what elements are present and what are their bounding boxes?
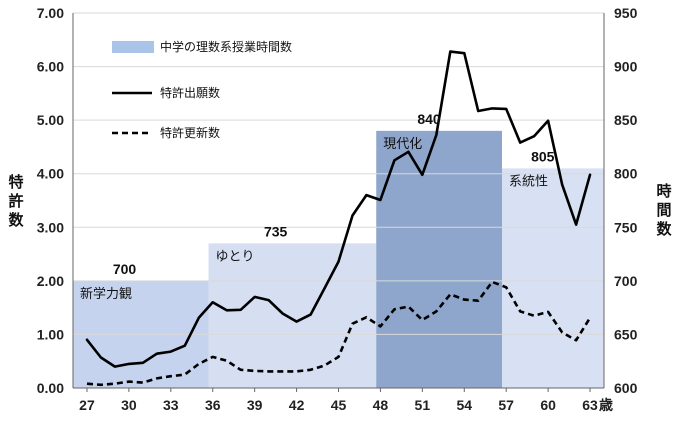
y-left-tick-0: 0.00: [37, 380, 64, 396]
y-right-tick-labels: 600 650 700 750 800 850 900 950: [614, 5, 638, 396]
y-right-tick-5: 850: [614, 112, 638, 128]
x-tick-6: 45: [331, 397, 347, 413]
axis-titles: 特許数 時間数: [8, 173, 672, 238]
y-left-tick-2: 2.00: [37, 273, 64, 289]
x-tick-3: 36: [205, 397, 221, 413]
series-line-1: [86, 280, 592, 387]
y-left-tick-5: 5.00: [37, 112, 64, 128]
y-left-tick-4: 4.00: [37, 166, 64, 182]
band-labels: 700 新学力観 735 ゆとり 840 現代化 805 系統性: [80, 111, 555, 302]
x-tick-2: 33: [163, 397, 179, 413]
band-value-3: 805: [531, 148, 555, 164]
y-left-tick-1: 1.00: [37, 326, 64, 342]
x-tick-12: 63: [582, 397, 598, 413]
x-tick-4: 39: [247, 397, 263, 413]
y-left-axis-title: 特許数: [8, 173, 24, 229]
band-name-0: 新学力観: [80, 286, 132, 302]
legend-label-0: 中学の理数系授業時間数: [160, 39, 292, 54]
y-right-tick-0: 600: [614, 380, 638, 396]
x-tick-0: 27: [79, 397, 95, 413]
gridlines: [73, 12, 604, 335]
band-value-2: 840: [417, 111, 441, 127]
legend-label-2: 特許更新数: [160, 125, 220, 140]
legend-swatch-0: [112, 41, 154, 53]
series-line-0: [85, 50, 592, 368]
x-tick-10: 57: [498, 397, 514, 413]
band-name-2: 現代化: [383, 137, 422, 152]
y-right-tick-6: 900: [614, 59, 638, 75]
data-series: [85, 50, 592, 387]
x-tick-9: 54: [456, 397, 472, 413]
y-left-tick-7: 7.00: [37, 5, 64, 21]
x-tick-5: 42: [289, 397, 305, 413]
legend-label-1: 特許出願数: [160, 85, 220, 100]
x-tick-labels: 27 30 33 36 39 42 45 48 51 54 57 60 63 歳: [79, 388, 613, 413]
band-1: [208, 243, 377, 388]
x-tick-8: 51: [415, 397, 431, 413]
y-right-axis-title: 時間数: [656, 182, 672, 238]
band-name-3: 系統性: [509, 174, 548, 189]
band-value-1: 735: [264, 223, 288, 239]
y-right-tick-7: 950: [614, 5, 638, 21]
band-value-0: 700: [113, 261, 137, 277]
y-left-tick-3: 3.00: [37, 219, 64, 235]
x-tick-11: 60: [540, 397, 556, 413]
x-tick-7: 48: [373, 397, 389, 413]
band-3: [501, 168, 604, 388]
y-right-tick-4: 800: [614, 166, 638, 182]
band-name-1: ゆとり: [216, 249, 255, 264]
x-unit-suffix: 歳: [599, 397, 613, 413]
y-right-tick-2: 700: [614, 273, 638, 289]
y-right-tick-1: 650: [614, 326, 638, 342]
x-tick-1: 30: [121, 397, 137, 413]
y-left-tick-labels: 0.00 1.00 2.00 3.00 4.00 5.00 6.00 7.00: [37, 5, 64, 396]
y-right-tick-3: 750: [614, 219, 638, 235]
y-left-tick-6: 6.00: [37, 59, 64, 75]
band-2: [376, 130, 502, 388]
